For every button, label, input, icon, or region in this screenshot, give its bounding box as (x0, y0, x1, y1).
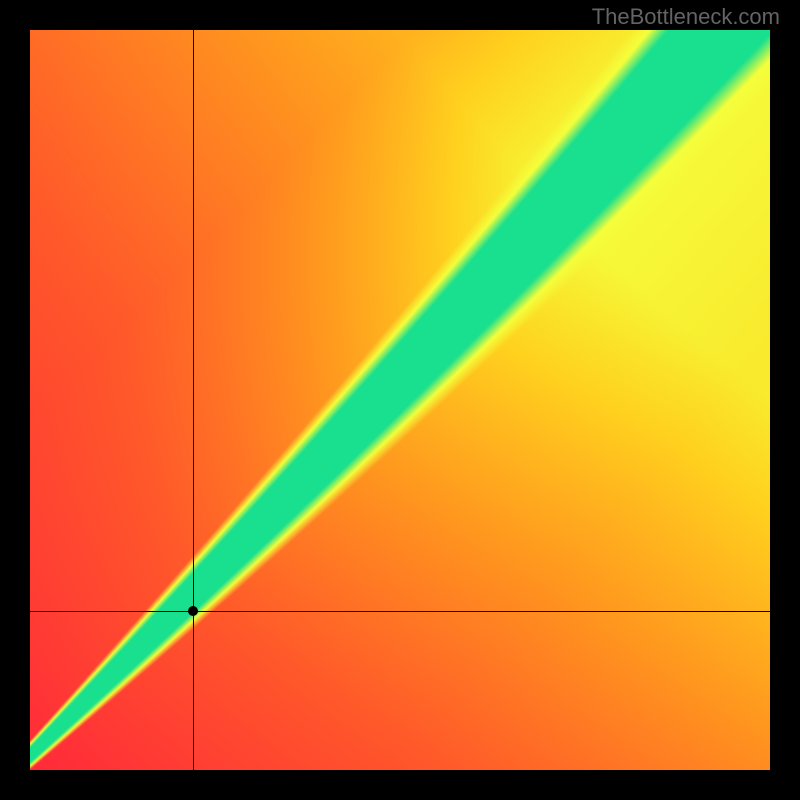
crosshair-vertical (193, 30, 194, 770)
crosshair-horizontal (30, 611, 770, 612)
heatmap-canvas (30, 30, 770, 770)
bottleneck-heatmap (30, 30, 770, 770)
crosshair-marker (188, 606, 198, 616)
watermark-text: TheBottleneck.com (592, 4, 780, 30)
